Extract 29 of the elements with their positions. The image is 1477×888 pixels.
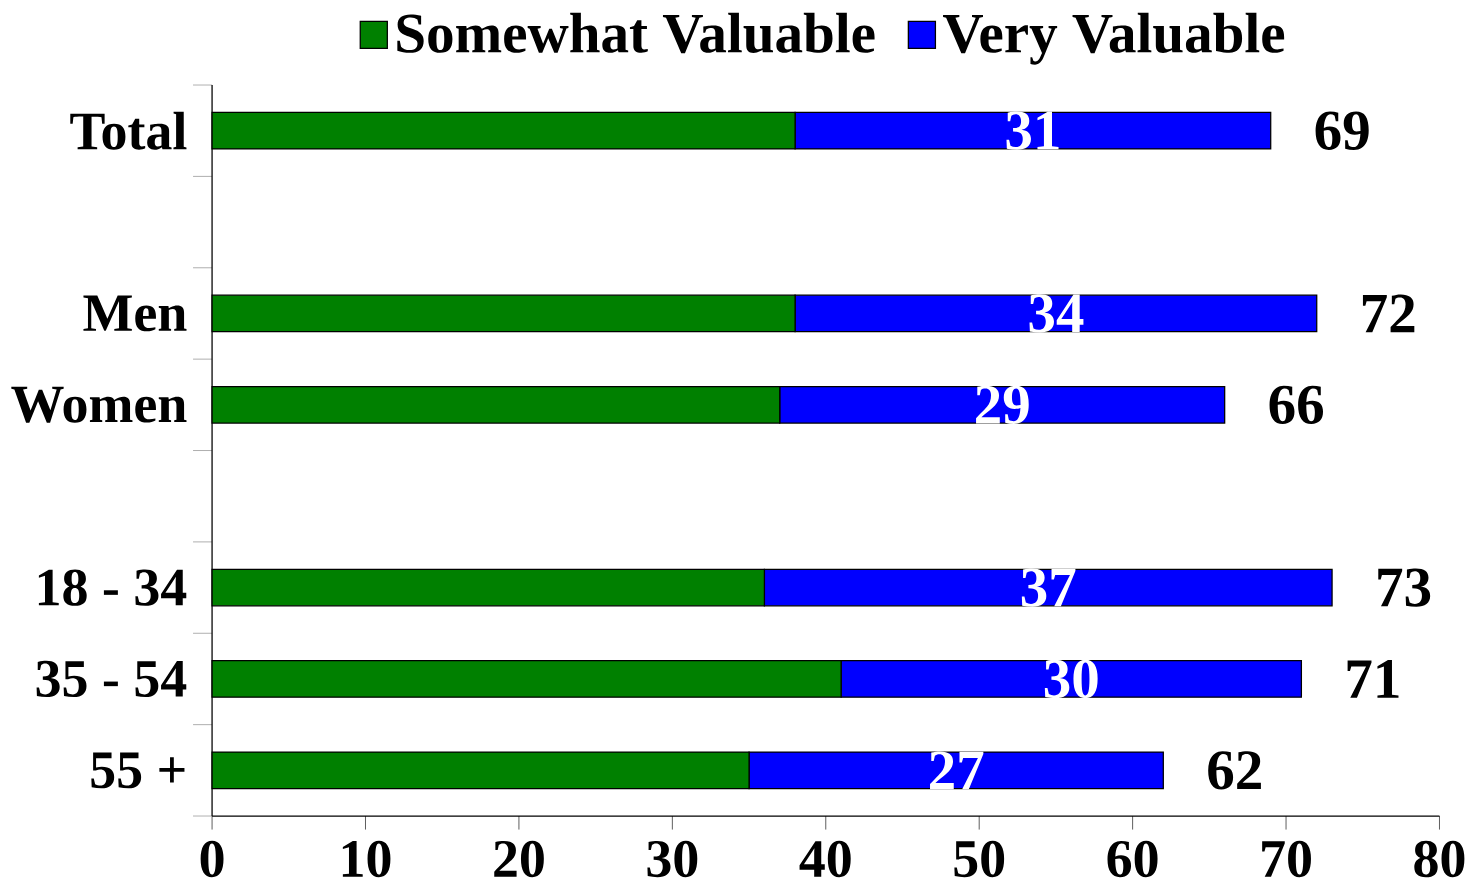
- data-label: 31: [1006, 111, 1059, 151]
- y-tick-label: 35 - 54: [36, 660, 187, 698]
- data-label: 37: [1021, 568, 1076, 607]
- x-tick-label: 80: [1414, 840, 1465, 878]
- data-label: 34: [1029, 294, 1084, 333]
- total-label: 66: [1269, 385, 1324, 425]
- y-tick-label: 18 - 34: [38, 569, 187, 606]
- x-tick-label: 50: [954, 840, 1005, 878]
- y-tick-label: 55 +: [91, 752, 185, 789]
- y-tick-label: Men: [83, 295, 187, 332]
- x-tick-label: 40: [799, 840, 851, 878]
- total-label: 71: [1347, 660, 1399, 698]
- total-label: 69: [1315, 111, 1369, 151]
- total-label: 62: [1208, 751, 1261, 790]
- legend-label: Somewhat Valuable: [397, 12, 875, 54]
- total-label: 73: [1378, 568, 1431, 607]
- y-tick-label: Women: [11, 386, 187, 424]
- x-tick-label: 30: [647, 840, 698, 878]
- x-tick-label: 60: [1107, 840, 1158, 878]
- y-tick-label: Total: [70, 111, 187, 150]
- data-label: 29: [976, 385, 1029, 425]
- total-label: 72: [1362, 294, 1415, 333]
- x-tick-label: 70: [1262, 840, 1311, 878]
- legend-label: Very Valuable: [943, 12, 1285, 65]
- data-label: 30: [1044, 659, 1098, 699]
- x-tick-label: 0: [200, 840, 224, 878]
- x-tick-label: 20: [494, 840, 544, 878]
- data-label: 27: [930, 751, 984, 790]
- x-tick-label: 10: [342, 840, 391, 878]
